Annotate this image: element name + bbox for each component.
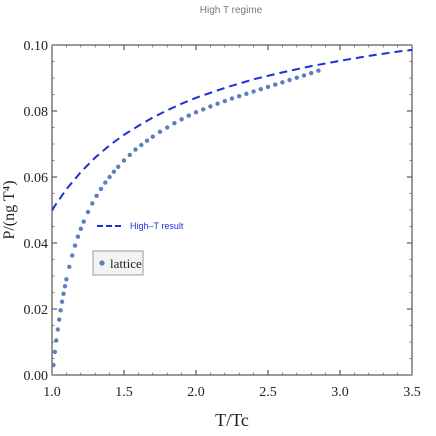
lattice-point — [72, 243, 78, 248]
x-tick-label: 1.5 — [115, 385, 133, 400]
lattice-point — [150, 134, 155, 139]
lattice-point — [51, 362, 56, 368]
lattice-point — [157, 129, 163, 134]
lattice-point — [55, 327, 60, 332]
lattice-point — [237, 94, 242, 99]
x-tick-label: 2.5 — [259, 385, 277, 400]
x-tick-label: 3.0 — [331, 385, 349, 400]
lattice-point — [62, 284, 68, 289]
lattice-point — [244, 91, 249, 97]
lattice-point — [251, 89, 256, 94]
lattice-point — [78, 226, 84, 231]
x-tick-label: 2.0 — [187, 385, 205, 400]
lattice-point — [222, 98, 227, 104]
lattice-point — [294, 75, 299, 80]
lattice-point — [172, 121, 177, 126]
lattice-point — [116, 164, 121, 169]
lattice-point — [133, 147, 138, 152]
lattice-point — [111, 169, 117, 174]
lattice-point — [273, 82, 278, 87]
lattice-point — [201, 107, 206, 112]
lattice-point — [208, 104, 213, 109]
lattice-point — [179, 117, 184, 122]
y-tick-label: 0.02 — [24, 303, 49, 318]
chart-title: High T regime — [200, 5, 263, 16]
series-line-high-t — [51, 48, 413, 211]
legend-label-lattice: lattice — [110, 256, 142, 271]
lattice-point — [52, 349, 58, 355]
lattice-point — [309, 70, 314, 76]
lattice-point — [121, 158, 127, 163]
lattice-point — [57, 317, 62, 322]
lattice-point — [301, 73, 307, 78]
lattice-point — [258, 87, 263, 92]
lattice-point — [193, 110, 199, 115]
x-tick-label: 3.5 — [403, 385, 421, 400]
lattice-point — [316, 68, 321, 73]
lattice-point — [67, 264, 72, 269]
axis-ticks — [51, 44, 413, 376]
y-tick-label: 0.00 — [24, 369, 49, 384]
y-axis-label: P/(ng T⁴) — [1, 180, 18, 239]
lattice-point — [107, 174, 112, 180]
x-tick-label: 1.0 — [43, 385, 61, 400]
x-axis-label: T/Tc — [215, 410, 249, 430]
lattice-point — [186, 113, 191, 118]
lattice-point — [94, 193, 99, 198]
lattice-point — [280, 80, 285, 85]
lattice-point — [58, 308, 63, 313]
lattice-point — [98, 186, 104, 192]
lattice-point — [90, 201, 95, 206]
lattice-point — [81, 219, 86, 224]
x-tick-labels: 1.0 1.5 2.0 2.5 3.0 3.5 — [43, 385, 421, 400]
lattice-point — [75, 234, 81, 239]
lattice-point — [64, 277, 69, 282]
legend: High–T result lattice — [92, 221, 184, 276]
lattice-point — [70, 253, 75, 258]
y-tick-label: 0.10 — [24, 39, 49, 54]
lattice-point — [165, 125, 170, 130]
lattice-point — [215, 101, 220, 106]
lattice-point — [85, 209, 91, 215]
plot-frame — [51, 44, 413, 376]
lattice-point — [59, 299, 65, 304]
y-tick-labels: 0.00 0.02 0.04 0.06 0.08 0.10 — [24, 39, 49, 384]
lattice-point — [229, 96, 235, 101]
lattice-point — [139, 142, 144, 148]
legend-label-high-t: High–T result — [130, 221, 184, 231]
lattice-point — [127, 152, 132, 158]
lattice-point — [61, 291, 66, 296]
lattice-point — [103, 180, 108, 185]
legend-swatch-lattice — [99, 260, 105, 266]
y-tick-label: 0.04 — [24, 237, 49, 252]
lattice-point — [265, 84, 271, 90]
lattice-point — [287, 77, 292, 83]
y-tick-label: 0.08 — [24, 105, 49, 120]
y-tick-label: 0.06 — [24, 171, 49, 186]
lattice-point — [54, 338, 59, 343]
lattice-point — [144, 138, 150, 143]
series-layer — [51, 48, 413, 368]
